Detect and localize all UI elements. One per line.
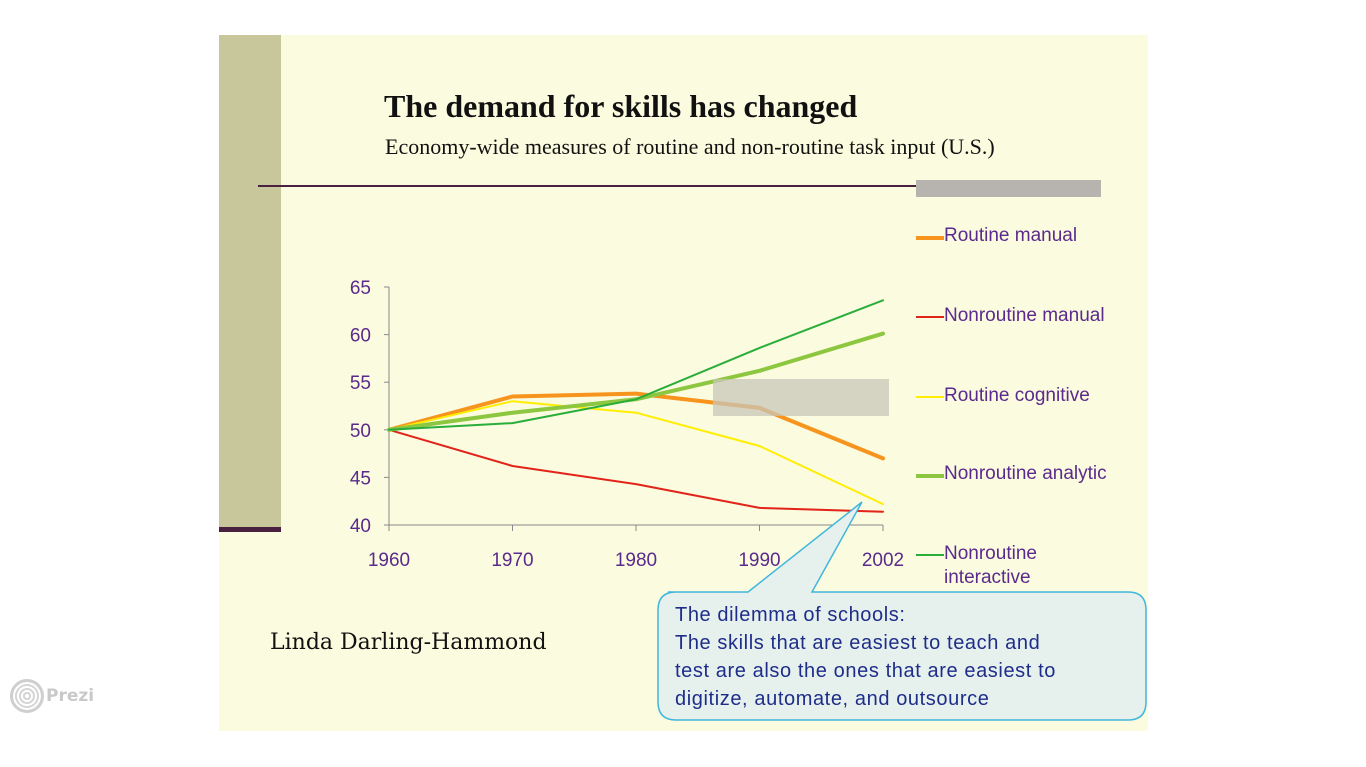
x-tick-label: 1980 xyxy=(615,550,657,571)
callout-line: digitize, automate, and outsource xyxy=(675,688,990,710)
callout-text: The dilemma of schools: The skills that … xyxy=(675,601,1140,713)
y-tick-label: 50 xyxy=(350,421,371,442)
y-tick-label: 55 xyxy=(350,373,371,394)
legend-label: Routine cognitive xyxy=(944,385,1090,406)
legend-swatch xyxy=(916,474,944,478)
series-line-nonroutine-manual xyxy=(388,428,884,513)
legend-label: Nonroutine interactive xyxy=(944,543,1037,588)
author-credit: Linda Darling-Hammond xyxy=(270,630,547,655)
legend-item-nonroutine-analytic: Nonroutine analytic xyxy=(916,462,1107,486)
legend-item-routine-manual: Routine manual xyxy=(916,224,1077,248)
slide-subtitle: Economy-wide measures of routine and non… xyxy=(385,134,995,159)
prezi-logo-text: Prezi xyxy=(46,686,95,706)
x-tick-label: 1990 xyxy=(738,550,780,571)
side-accent-line xyxy=(219,527,281,532)
legend-swatch xyxy=(916,236,944,240)
y-tick-label: 60 xyxy=(350,326,371,347)
y-tick-label: 65 xyxy=(350,278,371,299)
legend-swatch xyxy=(916,316,944,318)
slide-title: The demand for skills has changed xyxy=(384,88,858,124)
y-tick-label: 45 xyxy=(350,468,371,489)
prezi-logo[interactable]: Prezi xyxy=(10,679,94,713)
x-tick-label: 2002 xyxy=(862,550,904,571)
legend-swatch xyxy=(916,554,944,556)
callout-bubble xyxy=(657,501,1147,721)
side-accent-bar xyxy=(219,35,281,529)
highlight-box xyxy=(713,379,889,416)
callout-line: The skills that are easiest to teach and xyxy=(675,632,1041,654)
x-tick-label: 1970 xyxy=(491,550,533,571)
series-line-nonroutine-interactive xyxy=(388,299,884,431)
title-rule xyxy=(258,185,1100,187)
prezi-icon xyxy=(10,679,44,713)
legend-item-nonroutine-manual: Nonroutine manual xyxy=(916,304,1105,328)
y-tick-label: 40 xyxy=(350,516,371,537)
x-tick-label: 1960 xyxy=(368,550,410,571)
callout-line: The dilemma of schools: xyxy=(675,604,906,626)
legend-label: Nonroutine analytic xyxy=(944,463,1107,484)
legend-item-routine-cognitive: Routine cognitive xyxy=(916,384,1090,408)
legend-swatch xyxy=(916,396,944,398)
rule-accent-box xyxy=(916,180,1101,197)
legend-item-nonroutine-interactive: Nonroutine interactive xyxy=(916,542,1054,590)
series-line-routine-cognitive xyxy=(388,400,884,506)
callout-line: test are also the ones that are easiest … xyxy=(675,660,1056,682)
legend-label: Nonroutine manual xyxy=(944,305,1105,326)
series-line-routine-manual xyxy=(387,391,885,461)
legend-label: Routine manual xyxy=(944,225,1078,246)
